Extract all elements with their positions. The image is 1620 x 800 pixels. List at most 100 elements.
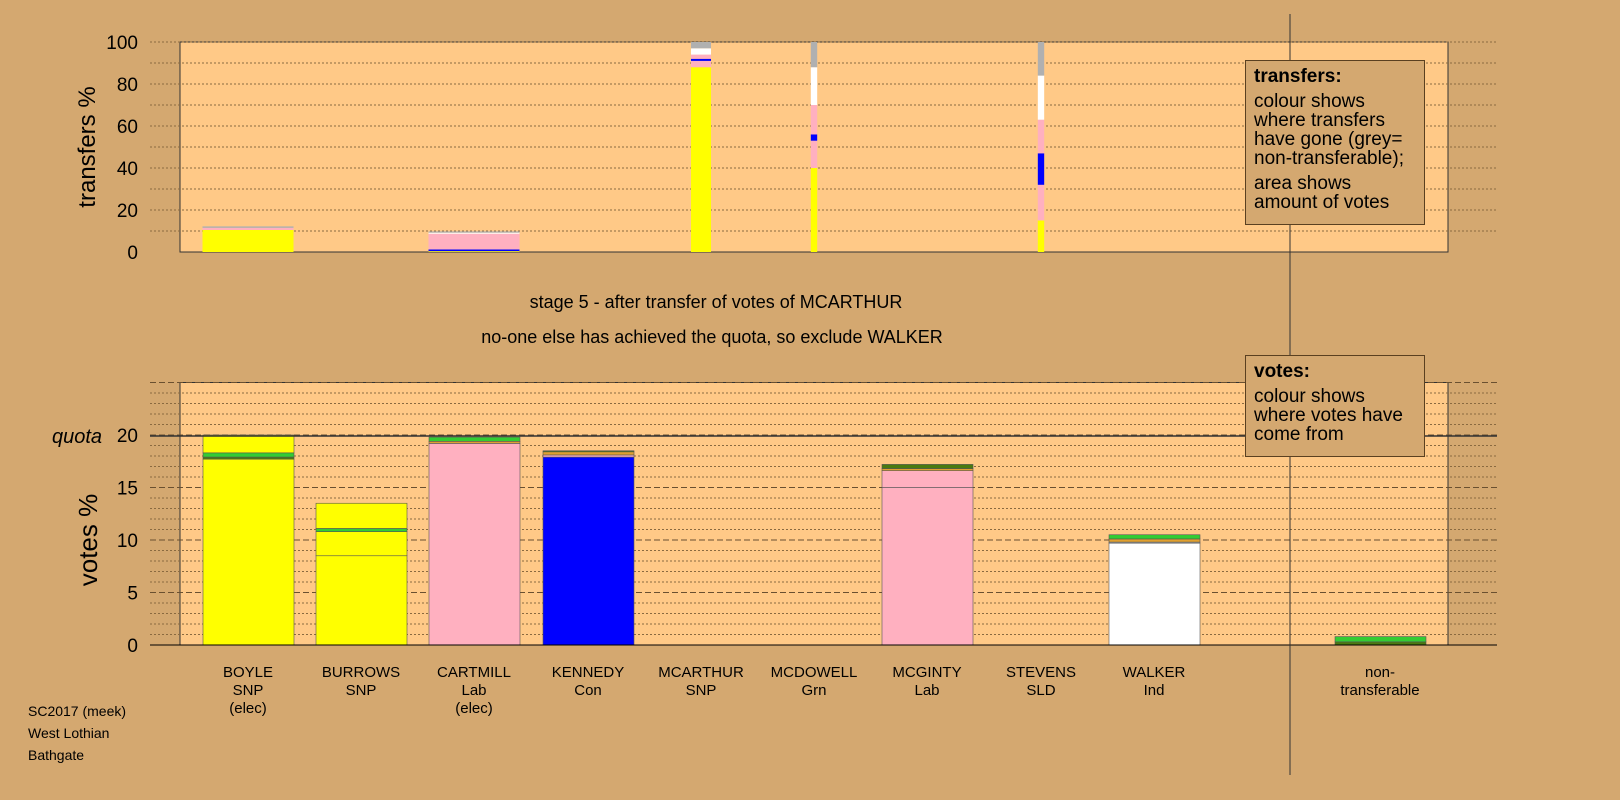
transfer-bar-segment bbox=[690, 42, 712, 49]
transfer-bar-segment bbox=[428, 249, 520, 252]
y-tick-label: 10 bbox=[117, 531, 138, 552]
vote-bar-segment bbox=[202, 434, 295, 454]
y-tick-label: 60 bbox=[117, 117, 138, 138]
candidate-party: SNP bbox=[346, 682, 377, 699]
vote-bar-segment bbox=[202, 452, 295, 458]
transfer-bar-segment bbox=[428, 232, 520, 234]
candidate-name: WALKER bbox=[1123, 664, 1186, 681]
transfer-bar-segment bbox=[690, 58, 712, 61]
legend-title: votes: bbox=[1254, 361, 1310, 382]
y-tick-label: 100 bbox=[106, 33, 138, 54]
vote-bar-segment bbox=[1108, 534, 1201, 540]
vote-bar-segment bbox=[315, 502, 408, 529]
candidate-party: Lab bbox=[914, 682, 939, 699]
footer-council: West Lothian bbox=[28, 725, 110, 741]
nontransferable-label: transferable bbox=[1340, 682, 1419, 699]
transfer-bar-segment bbox=[810, 134, 818, 141]
transfer-bar-segment bbox=[690, 48, 712, 55]
transfer-bar-segment bbox=[690, 54, 712, 59]
transfer-bar-segment bbox=[1037, 184, 1045, 221]
candidate-name: MCDOWELL bbox=[771, 664, 858, 681]
y-axis-label: votes % bbox=[73, 494, 103, 587]
vote-bar-segment bbox=[1108, 542, 1201, 646]
transfer-bar-segment bbox=[428, 233, 520, 250]
candidate-status: (elec) bbox=[229, 700, 267, 717]
candidate-party: Grn bbox=[801, 682, 826, 699]
legend-text: colour shows where transfers have gone (… bbox=[1254, 91, 1404, 169]
transfer-bar-segment bbox=[1037, 119, 1045, 154]
vote-bar-segment bbox=[428, 443, 521, 646]
vote-bar-segment bbox=[881, 468, 974, 472]
candidate-status: (elec) bbox=[455, 700, 493, 717]
transfer-bar-segment bbox=[1037, 75, 1045, 120]
vote-bar-segment bbox=[315, 555, 408, 646]
vote-bar-segment bbox=[542, 454, 635, 458]
votes-legend: votes: colour shows where votes have com… bbox=[1245, 355, 1425, 457]
legend-title: transfers: bbox=[1254, 66, 1342, 87]
y-tick-label: 20 bbox=[117, 201, 138, 222]
vote-bar-segment bbox=[542, 451, 635, 456]
transfer-bar-segment bbox=[202, 227, 294, 230]
stage-title: stage 5 - after transfer of votes of MCA… bbox=[530, 292, 903, 312]
y-tick-label: 0 bbox=[127, 636, 138, 657]
vote-bar-segment bbox=[202, 458, 295, 646]
vote-bar-segment bbox=[1108, 538, 1201, 543]
transfer-bar-segment bbox=[810, 168, 818, 252]
candidate-name: KENNEDY bbox=[552, 664, 625, 681]
vote-bar-segment bbox=[428, 436, 521, 442]
transfer-bar-segment bbox=[810, 140, 818, 168]
footer-election: SC2017 (meek) bbox=[28, 703, 127, 719]
footer: SC2017 (meek) West Lothian Bathgate bbox=[28, 700, 126, 766]
y-tick-label: 40 bbox=[117, 159, 138, 180]
candidate-name: MCARTHUR bbox=[658, 664, 744, 681]
transfer-bar-segment bbox=[428, 251, 520, 252]
candidate-name: MCGINTY bbox=[892, 664, 961, 681]
vote-bar-segment bbox=[315, 531, 408, 557]
transfer-bar-segment bbox=[810, 42, 818, 68]
transfer-bar-segment bbox=[202, 226, 294, 228]
vote-bar-segment bbox=[881, 487, 974, 646]
legend-text: area shows amount of votes bbox=[1254, 173, 1390, 213]
candidate-party: SLD bbox=[1026, 682, 1055, 699]
candidate-name: BURROWS bbox=[322, 664, 400, 681]
vote-bar-segment bbox=[881, 464, 974, 469]
candidate-party: Con bbox=[574, 682, 602, 699]
transfer-bar-segment bbox=[428, 231, 520, 233]
y-tick-label: 80 bbox=[117, 75, 138, 96]
stage-subtitle: no-one else has achieved the quota, so e… bbox=[481, 327, 943, 347]
candidate-party: Lab bbox=[461, 682, 486, 699]
transfer-bar-segment bbox=[1037, 42, 1045, 76]
y-tick-label: 5 bbox=[127, 584, 138, 605]
candidate-name: BOYLE bbox=[223, 664, 273, 681]
vote-bar-segment bbox=[315, 528, 408, 532]
candidate-party: SNP bbox=[686, 682, 717, 699]
y-tick-label: 15 bbox=[117, 479, 138, 500]
legend-text: colour shows where votes have come from bbox=[1254, 386, 1403, 445]
vote-bar-segment bbox=[542, 456, 635, 646]
transfer-bar-segment bbox=[1037, 153, 1045, 185]
transfer-bar-segment bbox=[810, 67, 818, 105]
vote-bar-segment bbox=[881, 470, 974, 488]
candidate-party: SNP bbox=[233, 682, 264, 699]
transfer-bar-segment bbox=[810, 105, 818, 135]
candidate-name: CARTMILL bbox=[437, 664, 511, 681]
transfer-bar-segment bbox=[202, 229, 294, 252]
footer-ward: Bathgate bbox=[28, 747, 85, 763]
vote-bar-segment bbox=[428, 440, 521, 444]
y-tick-label: 0 bbox=[127, 243, 138, 264]
transfer-bar-segment bbox=[690, 60, 712, 68]
transfers-legend: transfers: colour shows where transfers … bbox=[1245, 60, 1425, 225]
transfer-bar-segment bbox=[690, 67, 712, 252]
nontransferable-bar-segment bbox=[1334, 636, 1427, 643]
transfer-bar-segment bbox=[1037, 220, 1045, 252]
nontransferable-label: non- bbox=[1365, 664, 1395, 681]
quota-label: quota bbox=[52, 426, 102, 448]
candidate-party: Ind bbox=[1144, 682, 1165, 699]
vote-bar-segment bbox=[202, 456, 295, 460]
y-tick-label: 20 bbox=[117, 426, 138, 447]
y-axis-label: transfers % bbox=[74, 86, 101, 207]
candidate-name: STEVENS bbox=[1006, 664, 1076, 681]
vote-bar-segment bbox=[542, 450, 635, 453]
